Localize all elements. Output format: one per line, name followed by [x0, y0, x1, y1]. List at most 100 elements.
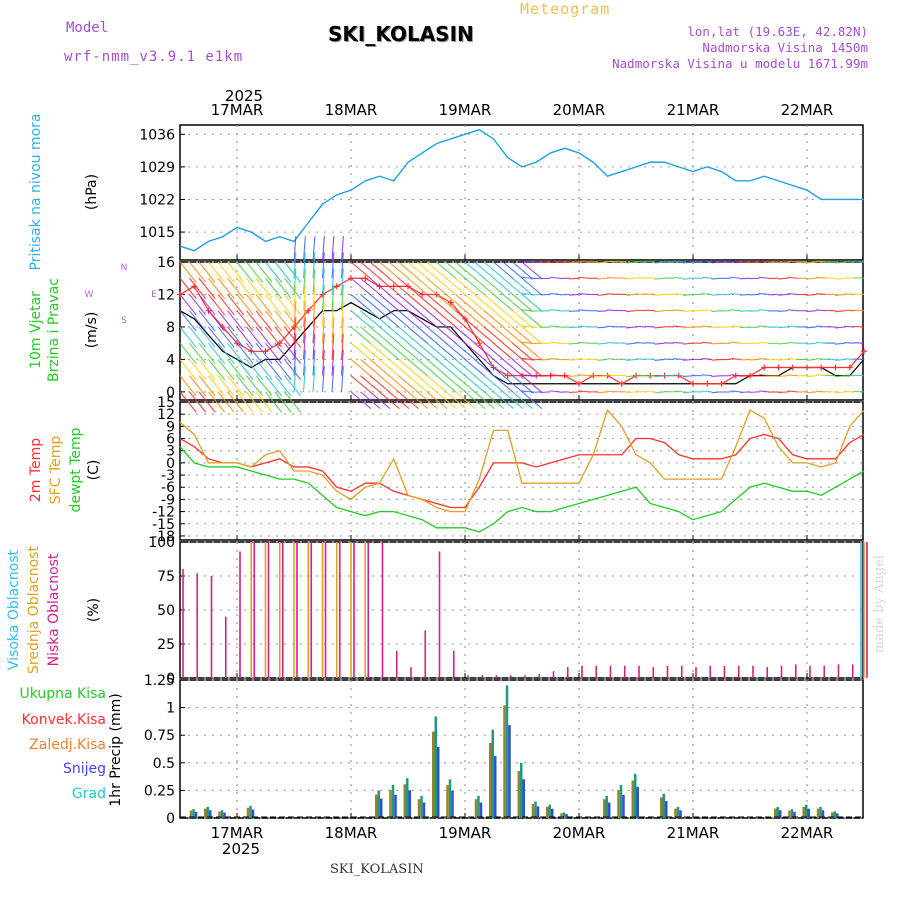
wind-direction-arrow [398, 326, 419, 345]
wind-direction-arrow [246, 342, 264, 364]
wind-direction-arrow [644, 390, 656, 393]
precip-bar-frozen [246, 807, 250, 818]
wind-direction-arrow [625, 310, 637, 313]
y-tick-label: -12 [152, 505, 175, 521]
wind-direction-arrow [673, 374, 684, 377]
pressure-line [179, 128, 864, 252]
cloud-unit-label: (%) [86, 598, 102, 622]
wind-direction-arrow [417, 261, 438, 280]
wind-direction-arrow [493, 277, 514, 296]
wind-direction-arrow [265, 294, 283, 316]
precip-bar-frozen [417, 799, 421, 818]
wind-direction-arrow [321, 284, 325, 311]
wind-direction-arrow [255, 391, 273, 413]
wind-direction-arrow [758, 325, 770, 328]
wind-direction-arrow [312, 236, 316, 263]
wind-direction-arrow [711, 358, 722, 361]
wind-direction-arrow [777, 391, 789, 394]
wind-direction-arrow [350, 358, 372, 377]
wind-direction-arrow [758, 357, 770, 360]
wind-direction-arrow [302, 333, 306, 360]
wind-direction-arrow [265, 310, 283, 332]
wind-direction-arrow [806, 310, 817, 313]
wind-direction-arrow [246, 391, 264, 413]
wind-direction-arrow [284, 375, 302, 397]
wind-direction-arrow [426, 310, 448, 328]
wind-direction-arrow [417, 277, 438, 296]
wind-direction-arrow [407, 277, 429, 296]
wind-direction-arrow [208, 375, 226, 397]
wind-direction-arrow [483, 277, 505, 296]
wind-direction-arrow [217, 342, 235, 364]
wind-direction-arrow [777, 293, 789, 296]
wind-gust-marker [846, 364, 853, 371]
wind-direction-arrow [568, 293, 580, 296]
bottom-date-label: 22MAR [781, 824, 834, 842]
wind-direction-arrow [654, 342, 665, 345]
wind-direction-arrow [578, 390, 589, 393]
wind-direction-arrow [777, 310, 789, 312]
wind-direction-arrow [521, 310, 543, 328]
wind-direction-arrow [502, 342, 524, 361]
y-tick-label: 1.25 [144, 673, 175, 689]
wind-direction-arrow [445, 391, 467, 410]
wind-direction-arrow [512, 326, 533, 345]
wind-direction-arrow [521, 390, 532, 393]
wind-direction-arrow [284, 310, 302, 332]
wind-gust-marker [262, 348, 269, 355]
wind-direction-arrow [198, 294, 216, 316]
precip-bar-snow [608, 802, 611, 818]
wind-direction-arrow [530, 342, 542, 345]
y-tick-label: 4 [166, 352, 175, 368]
wind-gust-marker [447, 299, 454, 306]
wind-direction-arrow [436, 277, 457, 296]
wind-direction-arrow [711, 375, 722, 377]
wind-direction-arrow [227, 342, 245, 364]
wind-direction-arrow [606, 325, 618, 328]
wind-gust-marker [362, 275, 369, 282]
wind-direction-arrow [711, 391, 722, 394]
wind-direction-arrow [739, 310, 751, 312]
wind-direction-arrow [635, 390, 646, 393]
wind-direction-arrow [483, 391, 505, 410]
wind-direction-arrow [340, 300, 344, 327]
wind-gust-marker [832, 364, 839, 371]
wind-direction-arrow [844, 390, 855, 393]
wind-direction-arrow [787, 309, 798, 312]
wind-direction-arrow [597, 358, 608, 361]
y-tick-label: -9 [161, 492, 175, 508]
wind-direction-arrow [302, 236, 306, 263]
wind-direction-arrow [606, 390, 618, 393]
wind-direction-arrow [730, 341, 741, 344]
wind-direction-arrow [540, 293, 551, 296]
wind-direction-arrow [540, 342, 551, 345]
wind-direction-arrow [398, 391, 419, 410]
wind-direction-arrow [635, 374, 646, 377]
wind-direction-arrow [436, 310, 457, 328]
wind-direction-arrow [208, 277, 226, 299]
wind-gust-marker [761, 364, 768, 371]
wind-direction-arrow [445, 310, 467, 328]
wind-direction-arrow [436, 375, 457, 393]
wind-direction-arrow [777, 358, 789, 361]
wind-direction-arrow [360, 375, 381, 393]
pressure-unit-label: (hPa) [84, 174, 100, 210]
wind-direction-arrow [682, 375, 694, 378]
wind-direction-arrow [255, 375, 273, 397]
wind-direction-arrow [806, 391, 817, 394]
wind-direction-arrow [644, 325, 656, 328]
bottom-year-label: 2025 [222, 840, 260, 858]
wind-direction-arrow [673, 358, 684, 360]
wind-direction-arrow [445, 375, 467, 393]
wind-direction-arrow [293, 317, 297, 344]
wind-direction-arrow [407, 358, 429, 377]
precip-bar-snow [394, 794, 397, 818]
wind-direction-arrow [340, 333, 344, 360]
precip-legend-item: Grad [72, 786, 106, 802]
wind-direction-arrow [265, 326, 283, 348]
wind-direction-arrow [350, 310, 372, 328]
wind-direction-arrow [578, 374, 589, 377]
wind-direction-arrow [436, 391, 457, 410]
wind-direction-arrow [530, 326, 542, 329]
precip-bar-frozen [774, 808, 777, 818]
